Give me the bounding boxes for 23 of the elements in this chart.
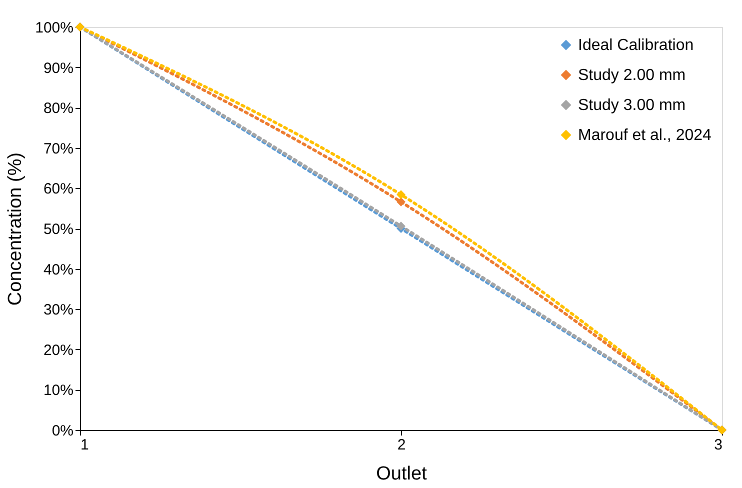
legend-label: Ideal Calibration [578,37,694,54]
y-tick-label: 20% [43,342,74,359]
legend-label: Marouf et al., 2024 [578,127,712,144]
y-tick-label: 10% [43,382,74,400]
legend-label: Study 3.00 mm [578,97,686,114]
x-axis-title: Outlet [376,464,428,484]
y-tick-label: 90% [43,60,74,77]
x-tick-label: 1 [80,436,89,454]
point [396,197,406,206]
y-tick-label: 80% [43,100,74,118]
y-tick-label: 50% [43,221,74,238]
point [396,222,406,231]
y-tick-label: 100% [35,20,74,36]
y-tick-label: 60% [43,180,74,198]
y-axis-title: Concentration (%) [5,152,26,306]
legend-label: Study 2.00 mm [578,67,686,84]
y-tick-label: 70% [43,140,74,158]
x-tick-label: 2 [397,436,406,454]
point [396,190,406,200]
x-tick-label: 3 [714,436,722,454]
y-tick-label: 40% [43,261,74,278]
y-tick-label: 0% [52,422,74,440]
y-tick-label: 30% [43,302,74,319]
